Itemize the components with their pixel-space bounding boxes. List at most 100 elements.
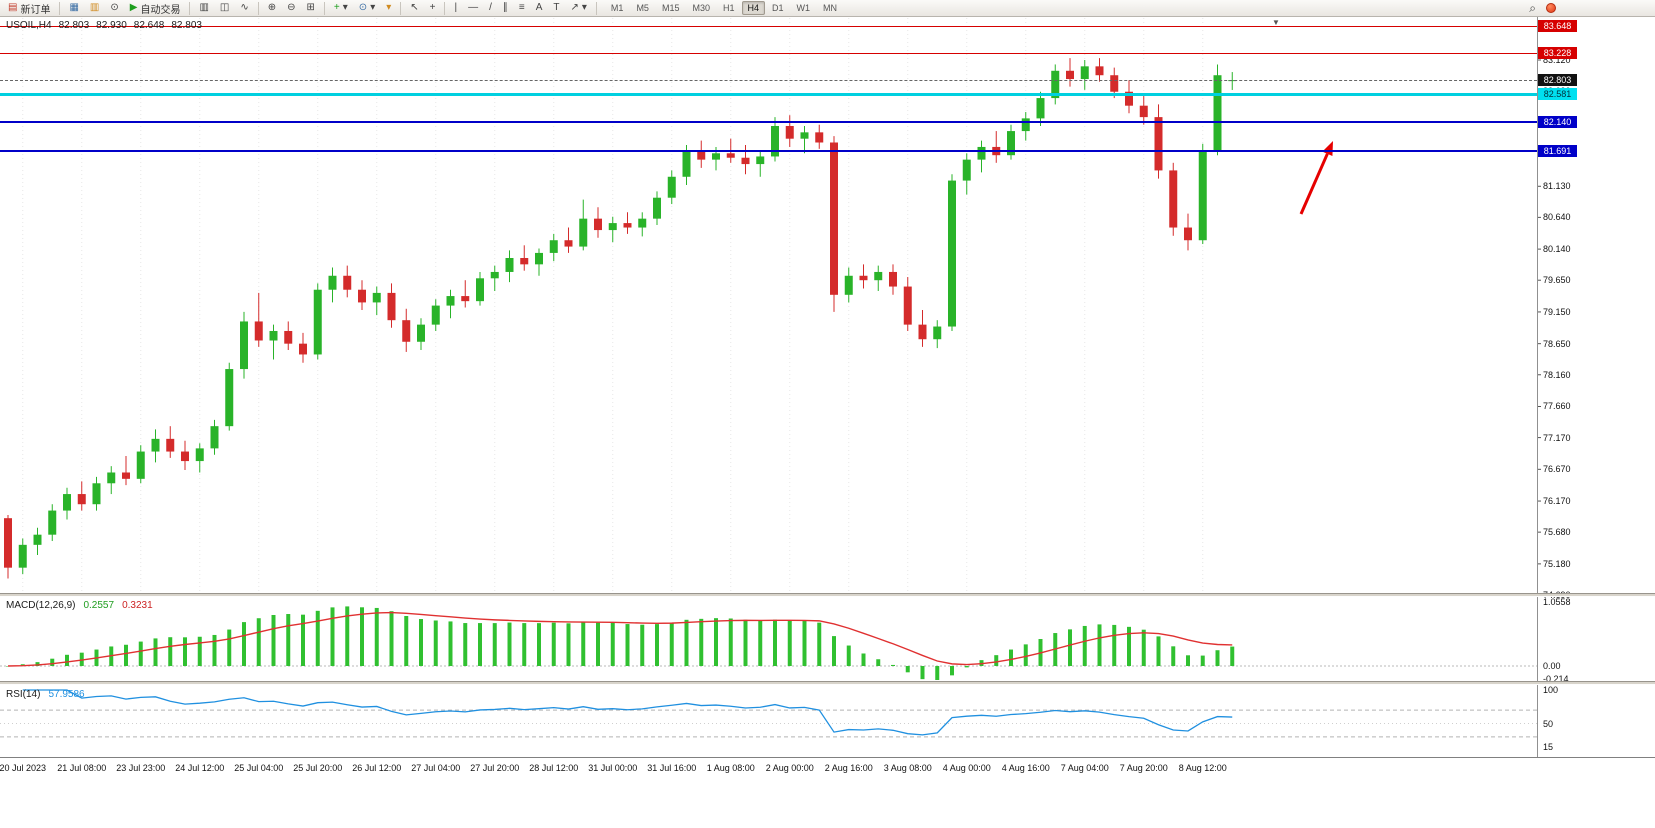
time-axis-label: 31 Jul 00:00 [588, 763, 638, 773]
autotrade-button[interactable]: ▶ 自动交易 [125, 1, 186, 16]
zoom-in-icon: ⊕ [267, 2, 277, 13]
toolbar-separator [400, 1, 402, 15]
macd-signal-value: 0.3231 [122, 600, 153, 611]
timeframe-w1[interactable]: W1 [796, 3, 811, 13]
toolbar-separator [59, 1, 61, 15]
time-axis-label: 24 Jul 12:00 [175, 763, 225, 773]
timeframe-m1[interactable]: M1 [610, 3, 624, 13]
new-order-icon: ▤ [8, 2, 18, 13]
new-order-button[interactable]: ▤ 新订单 [3, 1, 55, 16]
time-axis-label: 27 Jul 04:00 [411, 763, 461, 773]
arrows-button[interactable]: ↗ ▾ [566, 1, 592, 16]
data-window-icon: ▥ [89, 2, 100, 13]
periods-clock-icon: ⊙ [358, 2, 368, 13]
rsi-header: RSI(14) 57.9586 [6, 689, 85, 700]
chart-ohlc-header: USOIL,H4 82.803 82.930 82.648 82.803 [6, 20, 202, 31]
zoom-out-button[interactable]: ⊖ [282, 1, 300, 16]
macd-label: MACD(12,26,9) [6, 600, 76, 611]
time-axis-label: 2 Aug 00:00 [765, 763, 814, 773]
channel-icon: ∥ [502, 2, 508, 13]
dropdown-icon: ▾ [370, 2, 376, 13]
toolbar-separator [595, 1, 597, 15]
time-axis-label: 7 Aug 04:00 [1060, 763, 1109, 773]
candlestick-chart-button[interactable]: ◫ [215, 1, 234, 16]
templates-button[interactable]: ▾ [381, 1, 396, 16]
search-icon[interactable]: ⌕ [1529, 1, 1536, 15]
profile-icon: ⊙ [110, 2, 119, 13]
rsi-panel-separator[interactable] [0, 681, 1655, 685]
dropdown-icon: ▾ [342, 2, 348, 13]
vertical-line-icon: | [454, 2, 458, 13]
time-axis-label: 4 Aug 00:00 [942, 763, 991, 773]
bar-chart-button[interactable]: ▥ [194, 1, 213, 16]
text-button[interactable]: A [531, 1, 548, 16]
zoom-in-button[interactable]: ⊕ [263, 1, 281, 16]
ohlc-open: 82.803 [58, 20, 90, 31]
timeframe-h4[interactable]: H4 [741, 1, 766, 15]
macd-main-value: 0.2557 [83, 600, 115, 611]
arrows-icon: ↗ [570, 2, 579, 13]
rsi-label: RSI(14) [6, 689, 41, 700]
time-axis-label: 1 Aug 08:00 [706, 763, 755, 773]
line-chart-icon: ∿ [240, 2, 249, 13]
vertical-line-button[interactable]: | [449, 1, 462, 16]
indicators-plus-icon: + [333, 2, 340, 13]
chart-shift-marker[interactable]: ▼ [1272, 18, 1280, 27]
text-label-icon: T [553, 2, 560, 13]
toolbar-separator [323, 1, 325, 15]
cursor-button[interactable]: ↖ [405, 1, 423, 16]
line-chart-button[interactable]: ∿ [235, 1, 253, 16]
dropdown-icon: ▾ [581, 2, 587, 13]
tile-windows-button[interactable]: ⊞ [302, 1, 320, 16]
time-axis-label: 7 Aug 20:00 [1119, 763, 1168, 773]
time-axis-label: 28 Jul 12:00 [529, 763, 579, 773]
notification-icon[interactable] [1546, 3, 1556, 13]
timeframe-group: M1 M5 M15 M30 H1 H4 D1 W1 MN [605, 1, 843, 15]
toolbar-separator [444, 1, 446, 15]
macd-panel-separator[interactable] [0, 593, 1655, 597]
rsi-layer [22, 689, 1233, 736]
trendline-button[interactable]: / [484, 1, 497, 16]
timeframe-m5[interactable]: M5 [636, 3, 649, 13]
time-axis-label: 31 Jul 16:00 [647, 763, 697, 773]
crosshair-button[interactable]: + [425, 1, 441, 16]
rsi-value: 57.9586 [48, 689, 85, 700]
time-axis-label: 23 Jul 23:00 [116, 763, 166, 773]
autotrade-label: 自动交易 [140, 4, 181, 16]
text-icon: A [535, 2, 543, 13]
channel-button[interactable]: ∥ [498, 1, 513, 16]
crosshair-icon: + [429, 2, 436, 13]
annotation-arrow-shaft[interactable] [1299, 153, 1329, 215]
charts-button[interactable]: ▦ [64, 1, 83, 16]
periods-button[interactable]: ⊙ ▾ [354, 1, 380, 16]
timeframe-mn[interactable]: MN [823, 3, 838, 13]
timeframe-h1[interactable]: H1 [722, 3, 735, 13]
macd-header: MACD(12,26,9) 0.2557 0.3231 [6, 600, 153, 611]
chart-symbol: USOIL,H4 [6, 20, 52, 31]
data-window-button[interactable]: ▥ [85, 1, 104, 16]
timeframe-m30[interactable]: M30 [692, 3, 710, 13]
annotation-arrow-head[interactable] [1322, 141, 1333, 157]
templates-icon: ▾ [386, 2, 392, 13]
trendline-icon: / [489, 2, 492, 13]
candles-layer [4, 58, 1237, 579]
timeframe-m15[interactable]: M15 [661, 3, 680, 13]
charts-icon: ▦ [69, 2, 79, 13]
time-axis-label: 21 Jul 08:00 [57, 763, 107, 773]
text-label-button[interactable]: T [548, 1, 564, 16]
fibonacci-button[interactable]: ≡ [514, 1, 530, 16]
indicators-button[interactable]: + ▾ [329, 1, 353, 16]
horizontal-line-icon: — [468, 2, 479, 13]
bar-chart-icon: ▥ [199, 2, 209, 13]
timeframe-d1[interactable]: D1 [772, 3, 784, 13]
time-axis-label: 25 Jul 04:00 [234, 763, 284, 773]
price-axis-border [1537, 17, 1538, 758]
time-axis-label: 4 Aug 16:00 [1001, 763, 1050, 773]
profile-button[interactable]: ⊙ [105, 1, 123, 16]
time-axis[interactable]: 20 Jul 2023 21 Jul 08:00 23 Jul 23:00 24 Ju… [0, 757, 1655, 780]
ohlc-low: 82.648 [133, 20, 165, 31]
time-axis-label: 3 Aug 08:00 [883, 763, 932, 773]
grid-layer [22, 18, 1541, 762]
horizontal-line-button[interactable]: — [463, 1, 483, 16]
